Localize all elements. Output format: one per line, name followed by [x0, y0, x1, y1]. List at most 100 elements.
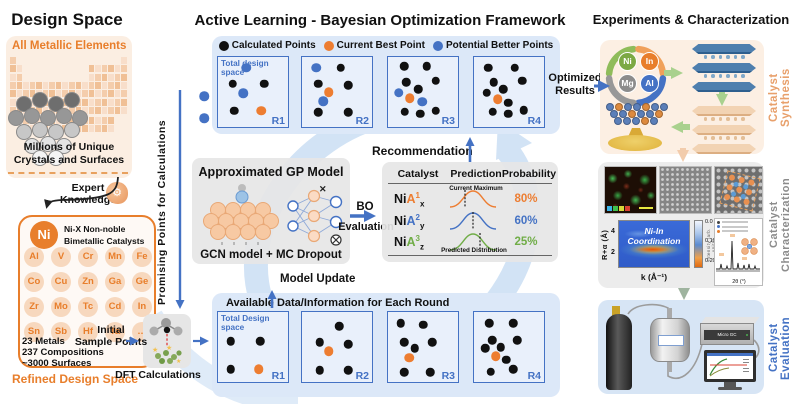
design-space-title: Design Space: [11, 10, 123, 29]
ldh-slab: [692, 63, 756, 73]
data-point: [315, 337, 324, 347]
gas-cylinder-valve: [612, 306, 620, 316]
periodic-cell: [121, 90, 127, 98]
plus-sign: +: [266, 249, 273, 261]
data-point: [334, 321, 344, 331]
element-chip: Sb: [51, 322, 71, 342]
stat-line: 237 Compositions: [22, 347, 104, 358]
element-chip: Hf: [78, 322, 98, 342]
atom-sphere: [72, 110, 88, 126]
periodic-cell: [75, 90, 82, 98]
support-trapezoid: [628, 128, 644, 137]
periodic-cell: [10, 81, 16, 89]
atom-sphere: [32, 92, 48, 108]
expert-knowledge-icon: ⚙: [106, 182, 128, 204]
periodic-cell: [42, 81, 49, 89]
periodic-cell: [88, 73, 95, 81]
element-chip: Cr: [78, 247, 98, 267]
stat-line: 23 Metals: [22, 336, 65, 347]
element-chip: In: [132, 297, 152, 317]
nanoparticle-in-atom: [641, 117, 649, 125]
ldh-interlayer-dots: [692, 117, 756, 121]
data-point: [422, 61, 431, 71]
data-point: [228, 79, 237, 88]
points-legend: Calculated Points Current Best Point Poten…: [212, 40, 560, 51]
data-point: [513, 335, 522, 345]
current-maximum-label: Current Maximum: [449, 185, 503, 192]
data-point: [490, 351, 501, 361]
element-chip: V: [51, 247, 71, 267]
periodic-cell: [16, 81, 23, 89]
periodic-cell: [108, 98, 114, 106]
periodic-cell: [68, 81, 75, 89]
wavelet-colorbar: [694, 220, 703, 268]
atom-sphere: [56, 138, 72, 154]
wavelet-ytick-4: 4: [611, 228, 615, 235]
nanoparticle-ni-atom: [650, 117, 658, 125]
ldh-slab: [692, 125, 756, 135]
xrd-legend-row: [717, 225, 762, 228]
round-box: R2: [301, 56, 373, 128]
periodic-cell: [121, 57, 127, 64]
bo-label: BO: [356, 201, 374, 213]
periodic-cell: [10, 57, 16, 64]
data-point: [343, 80, 353, 90]
interlayer-dot: [718, 117, 722, 121]
gear-icon: ⚙: [112, 187, 122, 199]
periodic-cell: [23, 81, 29, 89]
element-chip: Cd: [105, 297, 125, 317]
periodic-cell: [49, 90, 55, 98]
periodic-cell: [10, 98, 16, 106]
periodic-cell: [114, 98, 121, 106]
legend-dot: [218, 40, 229, 51]
periodic-cell: [68, 106, 75, 114]
predicted-distribution-label: Predicted Distribution: [441, 247, 507, 254]
rounds-top: Total design space R1 R2 R3 R4: [212, 36, 560, 134]
periodic-cell: [108, 81, 114, 89]
scale-bar: [639, 206, 653, 209]
promising-point-dot: [199, 91, 209, 101]
design-space-stats: 23 Metals 237 Compositions ~3000 Surfaces: [22, 336, 104, 369]
experiments-title: Experiments & Characterization: [592, 12, 790, 27]
data-point: [493, 94, 503, 104]
periodic-cell: [101, 125, 108, 133]
atom-sphere: [16, 124, 32, 140]
periodic-cell: [49, 81, 55, 89]
periodic-cell: [62, 81, 68, 89]
cycle-element-ni: Ni: [618, 52, 637, 71]
periodic-cell: [114, 65, 121, 73]
periodic-cell: [108, 90, 114, 98]
data-point: [510, 63, 519, 72]
atom-sphere: [64, 92, 80, 108]
data-point: [255, 337, 265, 346]
legend-dot: [433, 40, 443, 51]
data-point: [501, 355, 511, 364]
periodic-cell: [108, 117, 114, 124]
periodic-cell: [95, 106, 101, 114]
all-metallic-label: All Metallic Elements: [12, 40, 127, 52]
data-point: [425, 367, 435, 377]
periodic-cell: [101, 81, 108, 89]
gc-analyzer: Micro GC: [700, 323, 754, 345]
periodic-cell: [82, 98, 88, 106]
nanoparticle-ni-atom: [632, 117, 640, 125]
periodic-cell: [95, 73, 101, 81]
atomic-model-overlay: [719, 170, 761, 212]
prediction-distribution-curve: [449, 190, 497, 208]
data-point: [480, 344, 490, 353]
data-point: [343, 365, 353, 375]
round-label: R3: [441, 115, 455, 127]
support-blob: [608, 135, 662, 151]
nanoparticle-in-atom: [655, 110, 663, 118]
periodic-cell: [55, 81, 62, 89]
data-point: [343, 339, 353, 349]
periodic-cell: [95, 90, 101, 98]
round-label: R2: [355, 370, 369, 382]
interlayer-dot: [741, 117, 745, 121]
gc-front-panel: Micro GC: [704, 330, 750, 340]
element-chip: Sn: [24, 322, 44, 342]
round-label: R3: [441, 370, 455, 382]
round-box: R3: [387, 311, 459, 383]
data-point: [399, 367, 409, 377]
